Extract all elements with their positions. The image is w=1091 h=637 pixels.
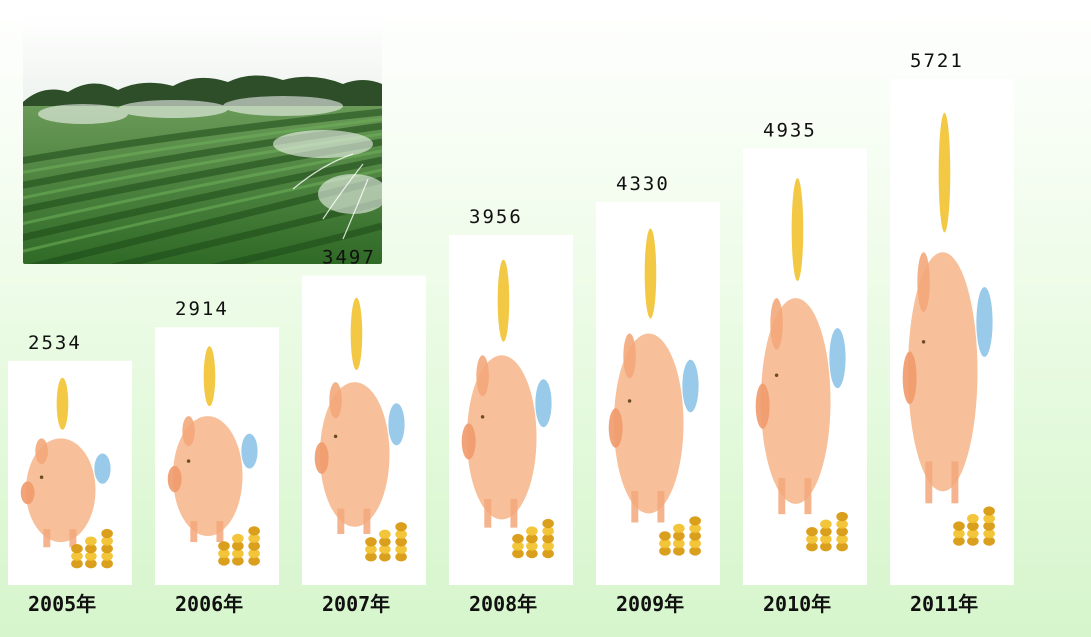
data-label: 2534 <box>28 332 82 354</box>
bar-2009年: 4330 2009年 <box>596 173 720 616</box>
bar-2008年: 3956 2008年 <box>449 206 573 616</box>
farm-field-photo <box>23 14 382 264</box>
data-label: 5721 <box>910 50 964 72</box>
category-label: 2006年 <box>175 592 243 616</box>
category-label: 2010年 <box>763 592 831 616</box>
data-label: 3497 <box>322 247 376 269</box>
category-label: 2005年 <box>28 592 96 616</box>
data-label: 4935 <box>763 119 817 141</box>
category-label: 2009年 <box>616 592 684 616</box>
bar-2011年: 5721 2011年 <box>890 50 1014 616</box>
category-label: 2007年 <box>322 592 390 616</box>
piggy-bank-icon <box>20 377 113 569</box>
piggy-bank-icon <box>314 297 407 562</box>
bar-2006年: 2914 2006年 <box>155 298 279 616</box>
category-label: 2011年 <box>910 592 978 616</box>
piggy-bank-icon <box>902 112 995 546</box>
data-label: 2914 <box>175 298 229 320</box>
bar-2007年: 3497 2007年 <box>302 247 426 616</box>
sprinkler-field-icon <box>23 14 382 264</box>
data-label: 3956 <box>469 206 523 228</box>
category-label: 2008年 <box>469 592 537 616</box>
piggy-bank-icon <box>461 259 554 559</box>
piggy-bank-icon <box>608 228 701 556</box>
bar-2005年: 2534 2005年 <box>8 332 132 616</box>
data-label: 4330 <box>616 173 670 195</box>
bar-2010年: 4935 2010年 <box>743 119 867 616</box>
piggy-bank-icon <box>755 178 848 552</box>
piggy-bank-icon <box>167 346 260 566</box>
